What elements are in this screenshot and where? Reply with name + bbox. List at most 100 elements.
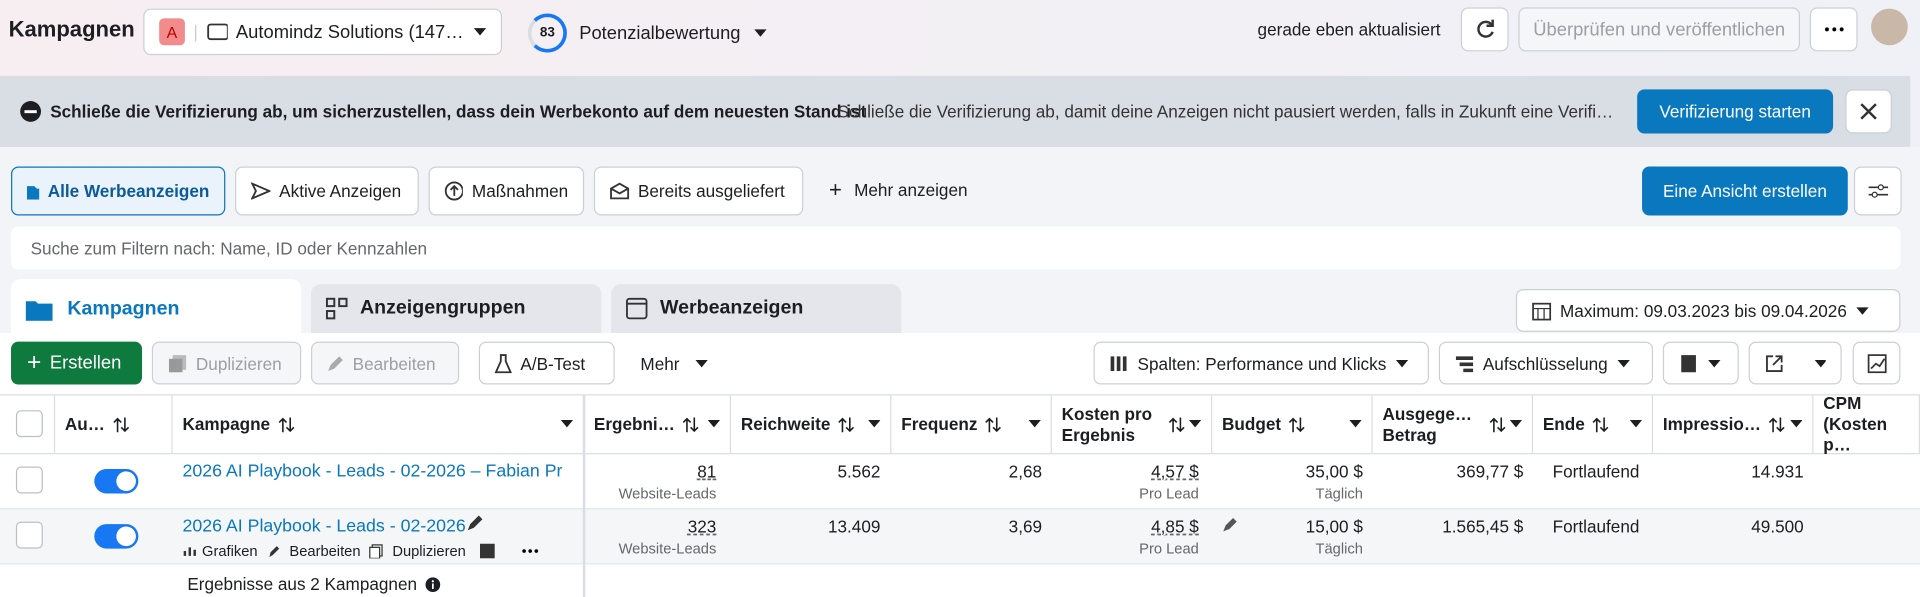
column-header[interactable]: Impressio… xyxy=(1653,395,1814,454)
footer-label: Ergebnisse aus 2 Kampagnen xyxy=(187,574,418,594)
close-icon xyxy=(1860,103,1877,120)
column-header[interactable]: Reichweite xyxy=(731,395,892,454)
campaign-name[interactable]: 2026 AI Playbook - Leads - 02-2026 xyxy=(182,516,466,537)
reports-button[interactable] xyxy=(1662,341,1739,385)
chart-button[interactable] xyxy=(1852,341,1901,385)
row-action[interactable]: Bearbeiten xyxy=(289,542,361,560)
checkbox[interactable] xyxy=(15,466,43,494)
column-header-label: Kampagne xyxy=(182,413,271,434)
level-tab[interactable]: Anzeigengruppen xyxy=(311,284,602,334)
more-button[interactable] xyxy=(1809,7,1858,52)
level-tab-label: Werbeanzeigen xyxy=(660,297,804,319)
pencil-icon xyxy=(1223,517,1237,532)
filter-tab[interactable]: Bereits ausgeliefert xyxy=(593,166,804,216)
campaign-name[interactable]: 2026 AI Playbook - Leads - 02-2026 – Fab… xyxy=(182,461,565,482)
column-header[interactable]: Au… xyxy=(55,395,173,454)
grid-icon xyxy=(325,297,348,320)
edit-button[interactable]: Bearbeiten xyxy=(311,341,460,385)
level-tab-label: Anzeigengruppen xyxy=(360,297,526,319)
filter-tab[interactable]: Aktive Anzeigen xyxy=(235,166,419,216)
column-header[interactable]: Kampagne xyxy=(173,395,585,454)
reach: 13.409 xyxy=(827,516,881,537)
sort-icon xyxy=(278,416,294,432)
checkbox[interactable] xyxy=(15,521,43,549)
amount-spent: 369,77 $ xyxy=(1456,461,1524,482)
caret xyxy=(1396,359,1409,367)
search-input[interactable]: Suche zum Filtern nach: Name, ID oder Ke… xyxy=(11,226,1901,270)
caret xyxy=(473,28,486,36)
filter-tab[interactable]: Maßnahmen xyxy=(428,166,585,216)
caret xyxy=(754,29,767,37)
caret xyxy=(560,420,574,428)
sort-icon xyxy=(112,416,129,432)
account-selector[interactable]: A | Automindz Solutions (147… xyxy=(143,8,503,56)
columns-button[interactable]: Spalten: Performance und Klicks xyxy=(1093,341,1429,385)
toggle[interactable] xyxy=(94,468,139,494)
sliders-icon xyxy=(1867,184,1888,198)
column-header[interactable]: Ausgege… Betrag xyxy=(1373,395,1534,454)
toggle[interactable] xyxy=(94,524,139,549)
sort-icon xyxy=(1289,416,1305,432)
column-header[interactable]: Ergebni… xyxy=(584,395,732,454)
cost-label: Pro Lead xyxy=(1139,540,1199,558)
level-tab[interactable]: Kampagnen xyxy=(11,279,302,341)
column-header[interactable]: Frequenz xyxy=(891,395,1052,454)
column-header[interactable]: Budget xyxy=(1212,395,1373,454)
verification-banner: Schließe die Verifizierung ab, um sicher… xyxy=(0,75,1911,147)
column-header-label: Ende xyxy=(1542,413,1585,434)
results-label: Website-Leads xyxy=(618,484,717,503)
ab-test-button[interactable]: A/B-Test xyxy=(478,341,615,385)
impressions: 49.500 xyxy=(1751,516,1804,537)
mail-icon xyxy=(610,182,630,200)
action-icon xyxy=(444,181,464,201)
export-button[interactable] xyxy=(1748,341,1842,385)
column-header-label: Ergebni… xyxy=(593,413,675,434)
row-action[interactable]: Duplizieren xyxy=(392,542,466,560)
more-menu[interactable]: Mehr xyxy=(640,354,708,373)
publish-button[interactable]: Überprüfen und veröffentlichen xyxy=(1518,7,1801,52)
create-button[interactable]: + Erstellen xyxy=(11,341,143,385)
column-header[interactable]: CPM (Kosten p… xyxy=(1813,393,1920,455)
date-range[interactable]: Maximum: 09.03.2023 bis 09.04.2026 xyxy=(1515,288,1901,332)
more-filters[interactable]: + Mehr anzeigen xyxy=(828,177,968,203)
breakdown-button[interactable]: Aufschlüsselung xyxy=(1438,341,1654,385)
banner-text: Schließe die Verifizierung ab, damit dei… xyxy=(837,101,1614,122)
divider xyxy=(0,508,1920,510)
verify-button[interactable]: Verifizierung starten xyxy=(1637,89,1834,134)
edit-icon[interactable] xyxy=(467,514,484,535)
column-header[interactable]: Ende xyxy=(1533,395,1654,454)
score[interactable]: 83 Potenzialbewertung xyxy=(527,13,768,53)
caret xyxy=(1028,420,1041,428)
filter-tab[interactable]: Alle Werbeanzeigen xyxy=(11,166,226,216)
avatar[interactable] xyxy=(1871,8,1908,46)
level-tab[interactable]: Werbeanzeigen xyxy=(611,284,902,334)
status: gerade eben aktualisiert xyxy=(1257,19,1441,40)
caret xyxy=(1856,306,1869,315)
filter-tab-label: Alle Werbeanzeigen xyxy=(47,181,210,201)
divider xyxy=(0,453,1920,455)
preview-icon xyxy=(480,543,496,559)
dots-icon xyxy=(1824,27,1843,32)
duplicate-button[interactable]: Duplizieren xyxy=(151,341,302,385)
table-footer: Ergebnisse aus 2 Kampagnen xyxy=(187,574,440,594)
duplicate-label: Duplizieren xyxy=(195,353,282,373)
budget-label: Täglich xyxy=(1315,484,1363,503)
budget-edit[interactable] xyxy=(1222,517,1238,539)
column-header-label: CPM (Kosten p… xyxy=(1823,393,1888,455)
account-badge: A xyxy=(159,18,185,46)
end-date: Fortlaufend xyxy=(1552,461,1640,482)
banner-title: Schließe die Verifizierung ab, um sicher… xyxy=(50,101,867,122)
row-action[interactable]: Grafiken xyxy=(202,542,258,560)
results-label: Website-Leads xyxy=(618,540,717,558)
close-button[interactable] xyxy=(1845,89,1892,134)
refresh-button[interactable] xyxy=(1460,7,1509,52)
freeze-divider xyxy=(582,395,586,597)
send-icon xyxy=(251,182,271,200)
column-header[interactable]: Kosten pro Ergebnis xyxy=(1052,395,1213,454)
ab-test-label: A/B-Test xyxy=(520,353,586,373)
page-title: Kampagnen xyxy=(8,17,135,42)
create-view-button[interactable]: Eine Ansicht erstellen xyxy=(1642,166,1848,216)
row-highlight xyxy=(0,508,1920,564)
settings-button[interactable] xyxy=(1853,166,1902,216)
checkbox[interactable] xyxy=(15,410,43,438)
